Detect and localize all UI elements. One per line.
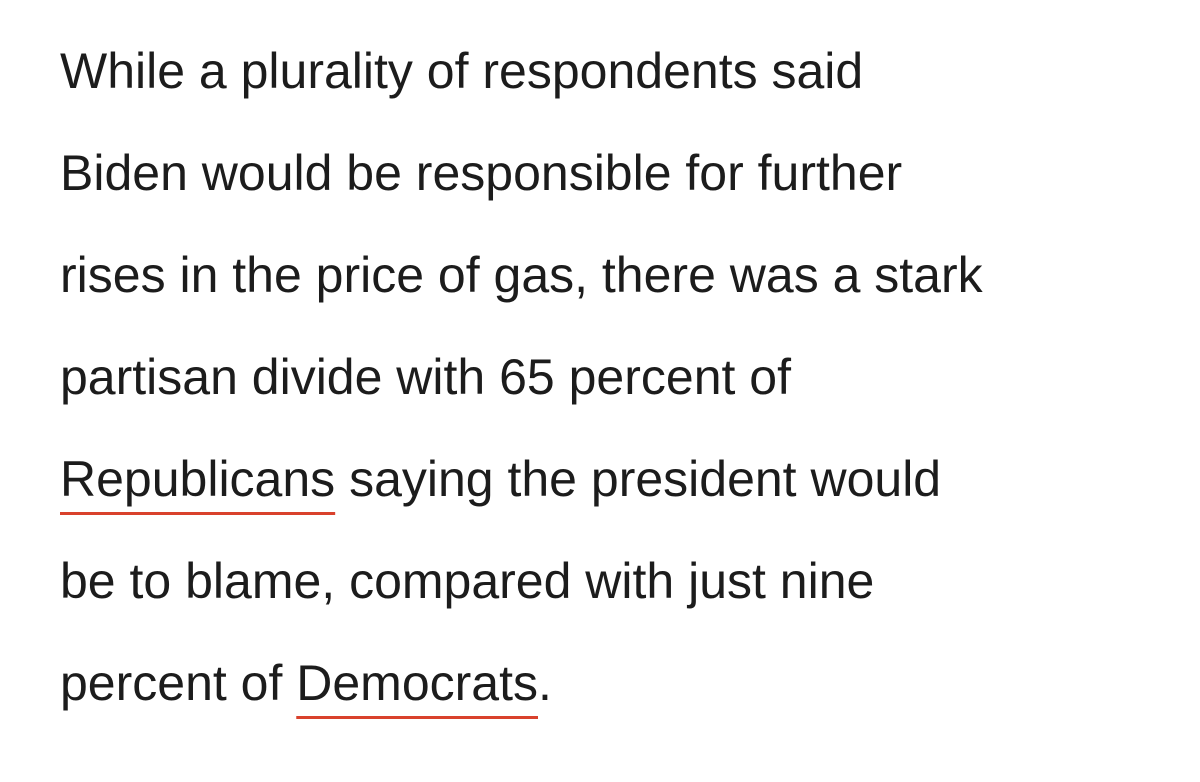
text-line: partisan divide with 65 percent of [60, 326, 1180, 428]
text-line: While a plurality of respondents said [60, 20, 1180, 122]
text-run: saying the president would [335, 451, 942, 507]
text-run: partisan divide with 65 percent of [60, 349, 791, 405]
text-run: Biden would be responsible for further [60, 145, 903, 201]
inline-link[interactable]: Republicans [60, 451, 336, 507]
text-line: percent of Democrats. [60, 632, 1180, 734]
text-run: . [538, 655, 552, 711]
article-paragraph: While a plurality of respondents said Bid… [60, 20, 1180, 734]
inline-link[interactable]: Democrats [296, 655, 538, 711]
text-line: rises in the price of gas, there was a s… [60, 224, 1180, 326]
text-line: Republicans saying the president would [60, 428, 1180, 530]
text-run: While a plurality of respondents said [60, 43, 864, 99]
text-run: be to blame, compared with just nine [60, 553, 875, 609]
text-line: Biden would be responsible for further [60, 122, 1180, 224]
text-run: rises in the price of gas, there was a s… [60, 247, 983, 303]
text-line: be to blame, compared with just nine [60, 530, 1180, 632]
text-run: percent of [60, 655, 297, 711]
